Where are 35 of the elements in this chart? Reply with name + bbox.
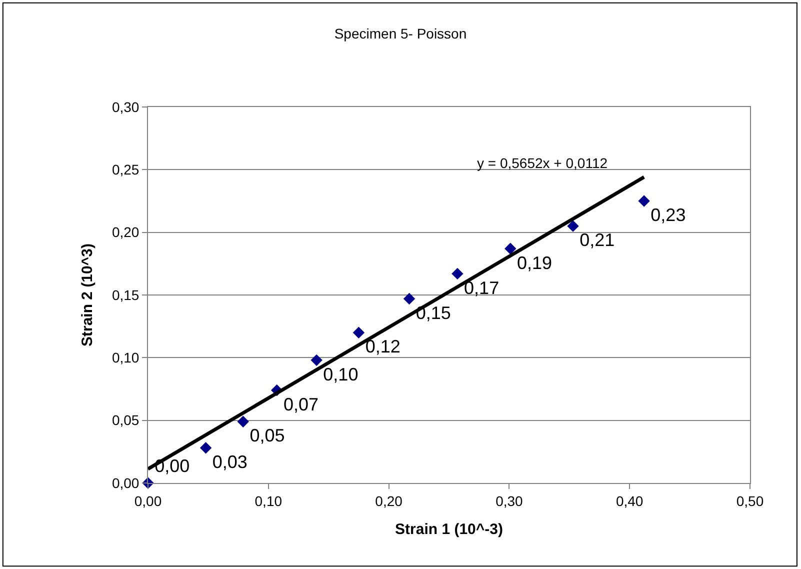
point (310, 354, 322, 366)
data-label: 0,23 (650, 205, 686, 226)
point (200, 442, 212, 454)
point (504, 242, 516, 254)
data-label: 0,21 (580, 230, 615, 250)
y-tick-label: 0,20 (112, 224, 140, 240)
point (567, 220, 579, 232)
point (352, 326, 365, 338)
x-tick-label: 0,50 (736, 492, 764, 509)
x-tick-label: 0,30 (496, 492, 524, 509)
annotation: y = 0,5652x + 0,0112 (477, 155, 608, 171)
x-tick-label: 0,40 (616, 492, 644, 509)
x-axis-title: Strain 1 (10^-3) (395, 520, 503, 538)
data-label: 0,12 (365, 336, 400, 357)
y-tick-label: 0,15 (112, 286, 140, 303)
y-tick-label: 0,05 (112, 412, 140, 428)
data-label: 0,19 (517, 252, 552, 273)
data-label: 0,10 (323, 364, 358, 384)
point (452, 268, 464, 280)
y-tick-label: 0,00 (112, 474, 140, 491)
data-label: 0,07 (283, 394, 318, 414)
x-tick-label: 0,10 (254, 492, 282, 509)
y-tick-label: 0,10 (112, 350, 140, 366)
data-label: 0,05 (250, 426, 285, 446)
point (237, 416, 249, 428)
y-axis-title: Strain 2 (10^3) (79, 244, 96, 346)
data-label: 0,17 (464, 278, 500, 298)
y-tick-label: 0,25 (112, 162, 140, 178)
point (638, 195, 650, 207)
x-tick-label: 0,00 (134, 492, 162, 509)
chart-title: Specimen 5- Poisson (334, 25, 467, 42)
x-tick-label: 0,20 (375, 492, 403, 509)
y-tick-label: 0,30 (112, 98, 140, 115)
data-label: 0,03 (212, 452, 248, 472)
point (403, 292, 416, 305)
